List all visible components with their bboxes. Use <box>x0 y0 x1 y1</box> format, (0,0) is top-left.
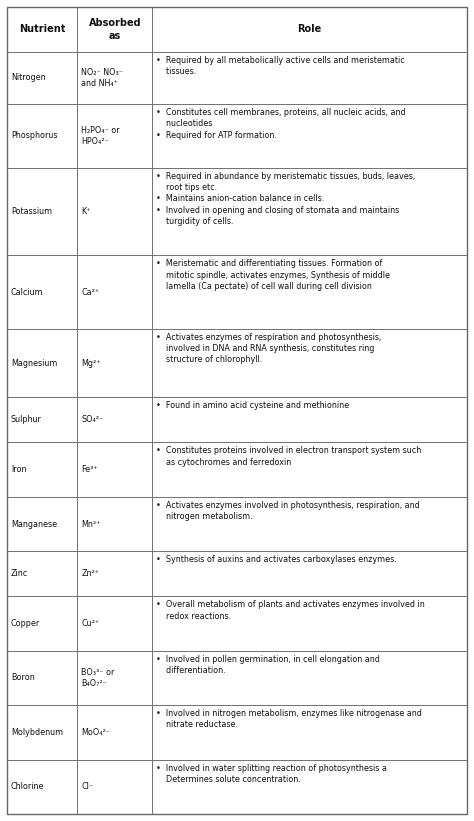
Bar <box>7 104 77 168</box>
Bar <box>152 443 467 497</box>
Bar <box>77 329 152 397</box>
Bar <box>152 255 467 329</box>
Bar <box>152 497 467 552</box>
Text: Mg²⁺: Mg²⁺ <box>82 359 101 368</box>
Bar <box>7 552 77 596</box>
Text: Ca²⁺: Ca²⁺ <box>82 287 100 296</box>
Bar <box>7 52 77 104</box>
Text: Copper: Copper <box>11 619 40 628</box>
Bar <box>77 397 152 443</box>
Text: Cu²⁺: Cu²⁺ <box>82 619 100 628</box>
Text: Absorbed
as: Absorbed as <box>89 18 141 41</box>
Text: Iron: Iron <box>11 466 27 475</box>
Bar <box>152 7 467 52</box>
Text: •  Synthesis of auxins and activates carboxylases enzymes.: • Synthesis of auxins and activates carb… <box>156 555 397 564</box>
Bar <box>77 759 152 814</box>
Bar <box>152 104 467 168</box>
Text: H₂PO₄⁻ or
HPO₄²⁻: H₂PO₄⁻ or HPO₄²⁻ <box>82 126 120 146</box>
Text: Boron: Boron <box>11 673 35 682</box>
Bar <box>77 497 152 552</box>
Text: Magnesium: Magnesium <box>11 359 57 368</box>
Text: Cl⁻: Cl⁻ <box>82 782 93 791</box>
Bar <box>77 705 152 759</box>
Bar <box>7 705 77 759</box>
Text: Mn²⁺: Mn²⁺ <box>82 520 101 529</box>
Text: •  Activates enzymes involved in photosynthesis, respiration, and
    nitrogen m: • Activates enzymes involved in photosyn… <box>156 501 420 521</box>
Text: Calcium: Calcium <box>11 287 44 296</box>
Bar <box>152 651 467 705</box>
Bar <box>152 596 467 651</box>
Text: Zinc: Zinc <box>11 569 28 578</box>
Text: •  Meristematic and differentiating tissues. Formation of
    mitotic spindle, a: • Meristematic and differentiating tissu… <box>156 259 391 291</box>
Text: Fe³⁺: Fe³⁺ <box>82 466 98 475</box>
Bar <box>77 104 152 168</box>
Text: •  Found in amino acid cysteine and methionine: • Found in amino acid cysteine and methi… <box>156 401 349 410</box>
Text: Nitrogen: Nitrogen <box>11 74 46 82</box>
Bar <box>152 759 467 814</box>
Bar <box>77 443 152 497</box>
Text: •  Involved in pollen germination, in cell elongation and
    differentiation.: • Involved in pollen germination, in cel… <box>156 654 380 675</box>
Bar <box>77 7 152 52</box>
Bar <box>7 397 77 443</box>
Text: Phosphorus: Phosphorus <box>11 131 57 140</box>
Text: Role: Role <box>298 25 322 34</box>
Bar <box>152 705 467 759</box>
Bar <box>7 255 77 329</box>
Bar <box>7 7 77 52</box>
Text: NO₂⁻ NO₃⁻
and NH₄⁺: NO₂⁻ NO₃⁻ and NH₄⁺ <box>82 68 123 88</box>
Text: •  Constitutes cell membranes, proteins, all nucleic acids, and
    nucleotides
: • Constitutes cell membranes, proteins, … <box>156 108 406 140</box>
Bar <box>152 168 467 255</box>
Text: BO₃³⁻ or
B₄O₇²⁻: BO₃³⁻ or B₄O₇²⁻ <box>82 667 115 688</box>
Bar <box>7 651 77 705</box>
Bar <box>7 596 77 651</box>
Bar <box>77 168 152 255</box>
Bar <box>77 596 152 651</box>
Text: •  Required by all metabolically active cells and meristematic
    tissues.: • Required by all metabolically active c… <box>156 56 405 76</box>
Text: •  Constitutes proteins involved in electron transport system such
    as cytoch: • Constitutes proteins involved in elect… <box>156 447 421 466</box>
Text: Chlorine: Chlorine <box>11 782 45 791</box>
Bar <box>152 329 467 397</box>
Text: K⁺: K⁺ <box>82 207 91 216</box>
Bar <box>7 443 77 497</box>
Bar <box>77 52 152 104</box>
Text: Sulphur: Sulphur <box>11 415 42 424</box>
Bar <box>152 397 467 443</box>
Text: Manganese: Manganese <box>11 520 57 529</box>
Bar <box>77 255 152 329</box>
Text: •  Overall metabolism of plants and activates enzymes involved in
    redox reac: • Overall metabolism of plants and activ… <box>156 600 425 621</box>
Text: •  Activates enzymes of respiration and photosynthesis,
    involved in DNA and : • Activates enzymes of respiration and p… <box>156 333 382 365</box>
Text: •  Involved in nitrogen metabolism, enzymes like nitrogenase and
    nitrate red: • Involved in nitrogen metabolism, enzym… <box>156 709 422 729</box>
Bar <box>77 552 152 596</box>
Text: •  Required in abundance by meristematic tissues, buds, leaves,
    root tips et: • Required in abundance by meristematic … <box>156 172 416 226</box>
Bar <box>7 497 77 552</box>
Text: SO₄²⁻: SO₄²⁻ <box>82 415 104 424</box>
Bar <box>152 52 467 104</box>
Bar <box>77 651 152 705</box>
Bar <box>7 329 77 397</box>
Text: Potassium: Potassium <box>11 207 52 216</box>
Bar <box>152 552 467 596</box>
Bar <box>7 168 77 255</box>
Text: •  Involved in water splitting reaction of photosynthesis a
    Determines solut: • Involved in water splitting reaction o… <box>156 764 387 784</box>
Text: Molybdenum: Molybdenum <box>11 728 63 737</box>
Text: Zn²⁺: Zn²⁺ <box>82 569 100 578</box>
Bar <box>7 759 77 814</box>
Text: MoO₄²⁻: MoO₄²⁻ <box>82 728 110 737</box>
Text: Nutrient: Nutrient <box>19 25 65 34</box>
